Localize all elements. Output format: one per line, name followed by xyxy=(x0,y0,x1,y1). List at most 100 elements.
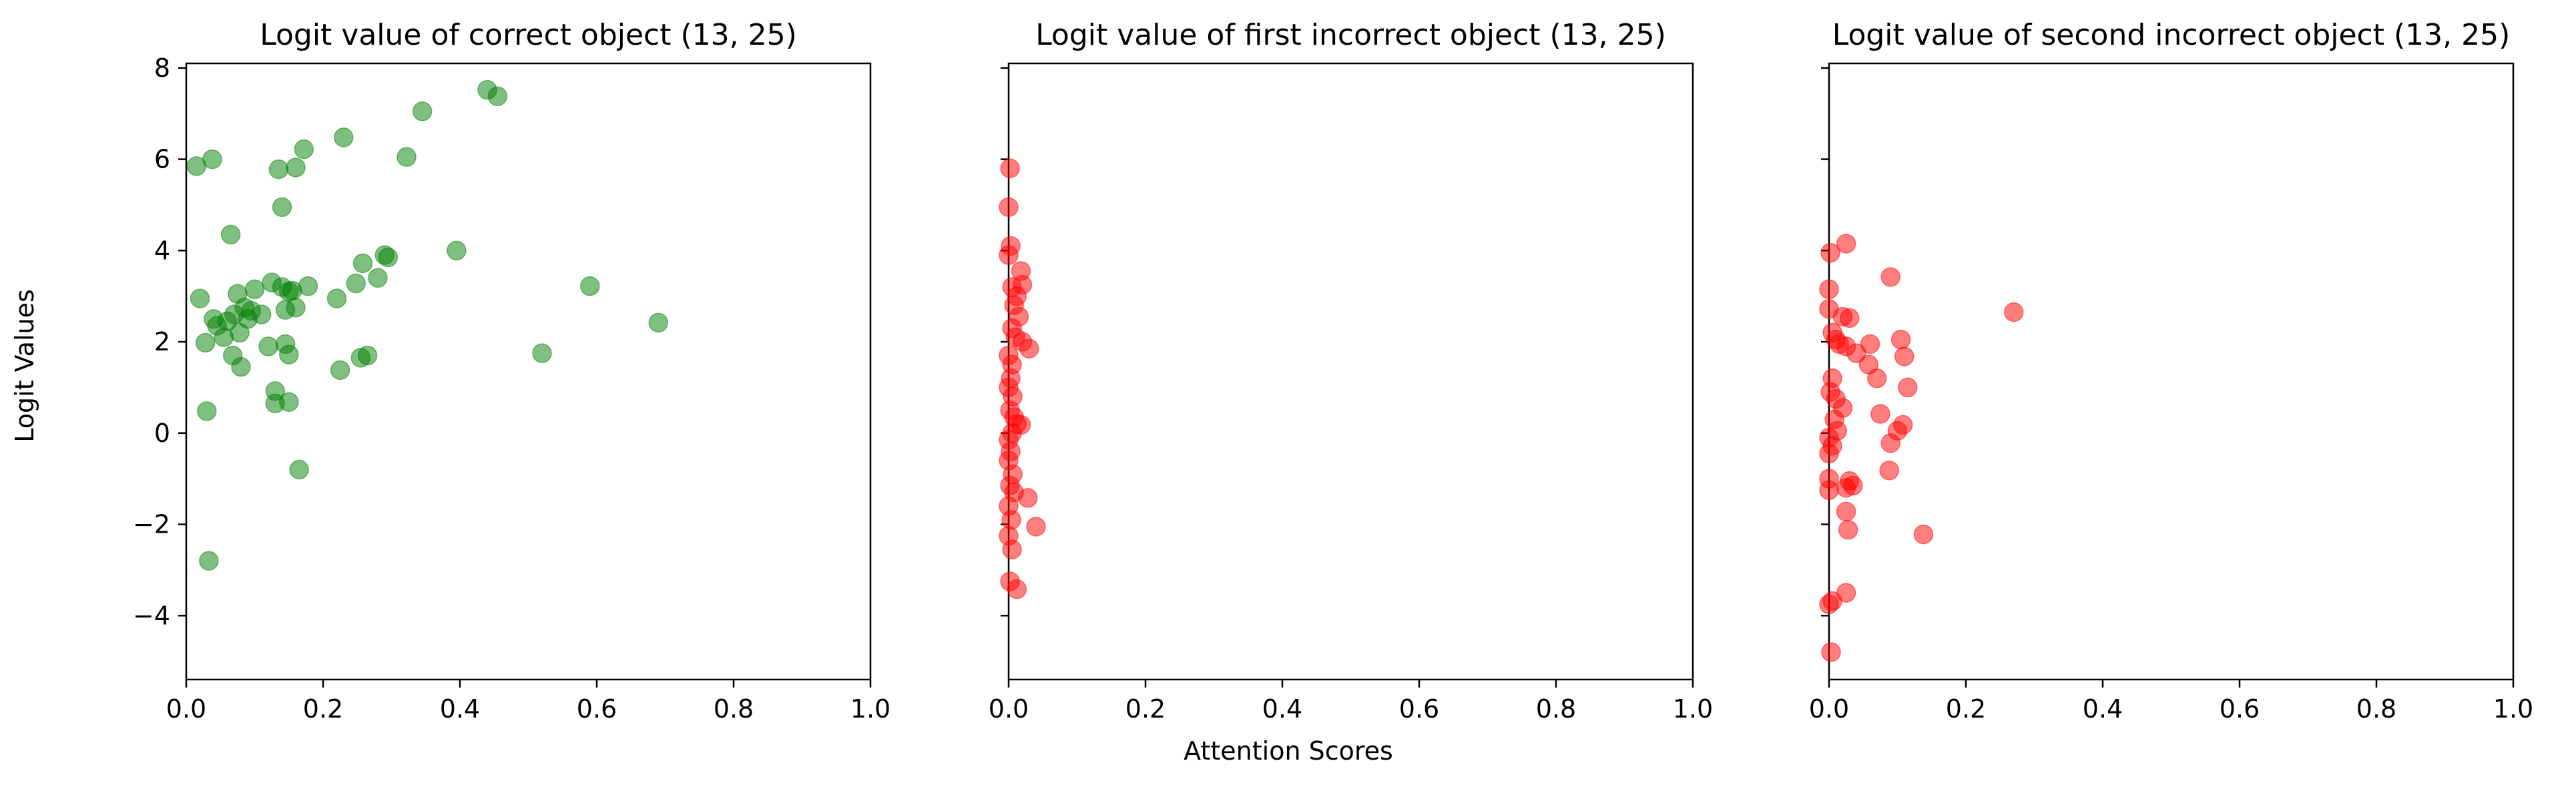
x-tick-label: 0.0 xyxy=(166,694,206,724)
scatter-point xyxy=(1838,519,1858,540)
scatter-point xyxy=(1819,480,1839,501)
scatter-point xyxy=(1002,539,1022,559)
scatter-point xyxy=(1898,377,1918,398)
scatter-point xyxy=(298,276,318,296)
scatter-point xyxy=(1026,517,1046,537)
scatter-point xyxy=(1870,404,1890,424)
x-tick-label: 0.6 xyxy=(577,694,617,724)
scatter-point xyxy=(487,86,508,106)
figure-x-axis-label: Attention Scores xyxy=(1184,736,1393,766)
x-tick-label: 0.2 xyxy=(303,694,343,724)
scatter-point xyxy=(532,343,552,363)
x-tick-label: 0.2 xyxy=(1125,694,1166,724)
x-tick-label: 0.6 xyxy=(1399,694,1439,724)
x-tick-label: 0.4 xyxy=(2083,694,2123,724)
scatter-point xyxy=(1836,478,1856,498)
scatter-point xyxy=(326,288,347,308)
x-tick-label: 1.0 xyxy=(2493,694,2533,724)
scatter-point xyxy=(279,344,299,364)
scatter-point xyxy=(195,332,216,353)
scatter-point xyxy=(334,127,354,148)
figure-y-axis-label: Logit Values xyxy=(10,289,39,443)
scatter-point xyxy=(1019,338,1039,359)
x-tick-label: 0.8 xyxy=(2356,694,2396,724)
y-tick-label: −2 xyxy=(133,510,170,539)
scatter-point xyxy=(1840,308,1860,328)
scatter-point xyxy=(648,312,668,333)
scatter-point xyxy=(286,158,306,178)
scatter-point xyxy=(197,401,217,421)
scatter-point xyxy=(272,197,292,218)
scatter-point xyxy=(231,356,251,377)
y-tick-label: −4 xyxy=(133,601,170,630)
scatter-point xyxy=(1860,334,1880,354)
x-tick-label: 0.6 xyxy=(2220,694,2260,724)
x-tick-label: 0.0 xyxy=(1809,694,1849,724)
scatter-point xyxy=(289,459,309,480)
scatter-point xyxy=(1867,368,1887,388)
subplot-title: Logit value of correct object (13, 25) xyxy=(260,18,797,52)
x-tick-label: 1.0 xyxy=(850,694,890,724)
scatter-point xyxy=(346,273,366,294)
scatter-point xyxy=(580,276,600,296)
scatter-point xyxy=(357,345,378,366)
scatter-point xyxy=(294,139,314,160)
x-tick-label: 0.4 xyxy=(1262,694,1302,724)
scatter-point xyxy=(202,149,222,170)
scatter-point xyxy=(244,279,265,300)
scatter-point xyxy=(330,360,350,380)
scatter-points xyxy=(999,158,1046,599)
scatter-point xyxy=(1880,267,1900,287)
y-tick-label: 2 xyxy=(154,327,170,356)
scatter-point xyxy=(1913,524,1934,545)
scatter-point xyxy=(1836,501,1856,522)
scatter-point xyxy=(1000,158,1020,179)
x-tick-label: 0.8 xyxy=(1536,694,1576,724)
x-tick-label: 1.0 xyxy=(1673,694,1713,724)
scatter-point xyxy=(1890,329,1911,350)
scatter-point xyxy=(1819,443,1839,464)
y-tick-label: 0 xyxy=(154,419,170,448)
scatter-point xyxy=(199,551,219,571)
subplot-title: Logit value of second incorrect object (… xyxy=(1832,18,2511,52)
scatter-point xyxy=(1819,279,1839,300)
subplot-1: Logit value of correct object (13, 25) 0.… xyxy=(133,18,890,724)
subplot-title: Logit value of first incorrect object (1… xyxy=(1035,18,1666,52)
scatter-point xyxy=(378,247,399,268)
scatter-point xyxy=(286,298,306,318)
scatter-points xyxy=(1819,234,2024,662)
scatter-point xyxy=(412,101,433,121)
scatter-point xyxy=(999,197,1019,218)
scatter-point xyxy=(1879,461,1899,481)
subplot-3: Logit value of second incorrect object (… xyxy=(1809,18,2533,724)
scatter-point xyxy=(368,268,388,288)
scatter-point xyxy=(279,392,299,413)
scatter-point xyxy=(397,147,417,167)
y-tick-label: 6 xyxy=(154,145,170,174)
y-tick-label: 4 xyxy=(154,236,170,265)
scatter-point xyxy=(268,159,289,180)
y-tick-label: 8 xyxy=(154,53,170,83)
scatter-point xyxy=(258,336,278,356)
scatter-point xyxy=(1836,234,1856,254)
scatter-point xyxy=(252,304,272,324)
subplots: Logit value of correct object (13, 25) 0.… xyxy=(133,18,2533,724)
scatter-point xyxy=(1880,433,1900,453)
scatter-point xyxy=(352,253,373,274)
scatter-point xyxy=(2004,302,2024,322)
scatter-points xyxy=(186,79,668,571)
scatter-point xyxy=(1017,488,1038,508)
subplot-2: Logit value of first incorrect object (1… xyxy=(989,18,1713,724)
x-tick-label: 0.0 xyxy=(989,694,1029,724)
axes-frame xyxy=(185,62,872,681)
scatter-point xyxy=(999,245,1019,265)
scatter-point xyxy=(1820,242,1840,263)
scatter-point xyxy=(1821,642,1841,662)
scatter-point xyxy=(1819,594,1839,614)
scatter-point xyxy=(1846,343,1866,363)
x-tick-label: 0.8 xyxy=(714,694,754,724)
scatter-point xyxy=(447,240,467,261)
scatter-point xyxy=(220,224,241,245)
scatter-point xyxy=(1007,579,1027,599)
